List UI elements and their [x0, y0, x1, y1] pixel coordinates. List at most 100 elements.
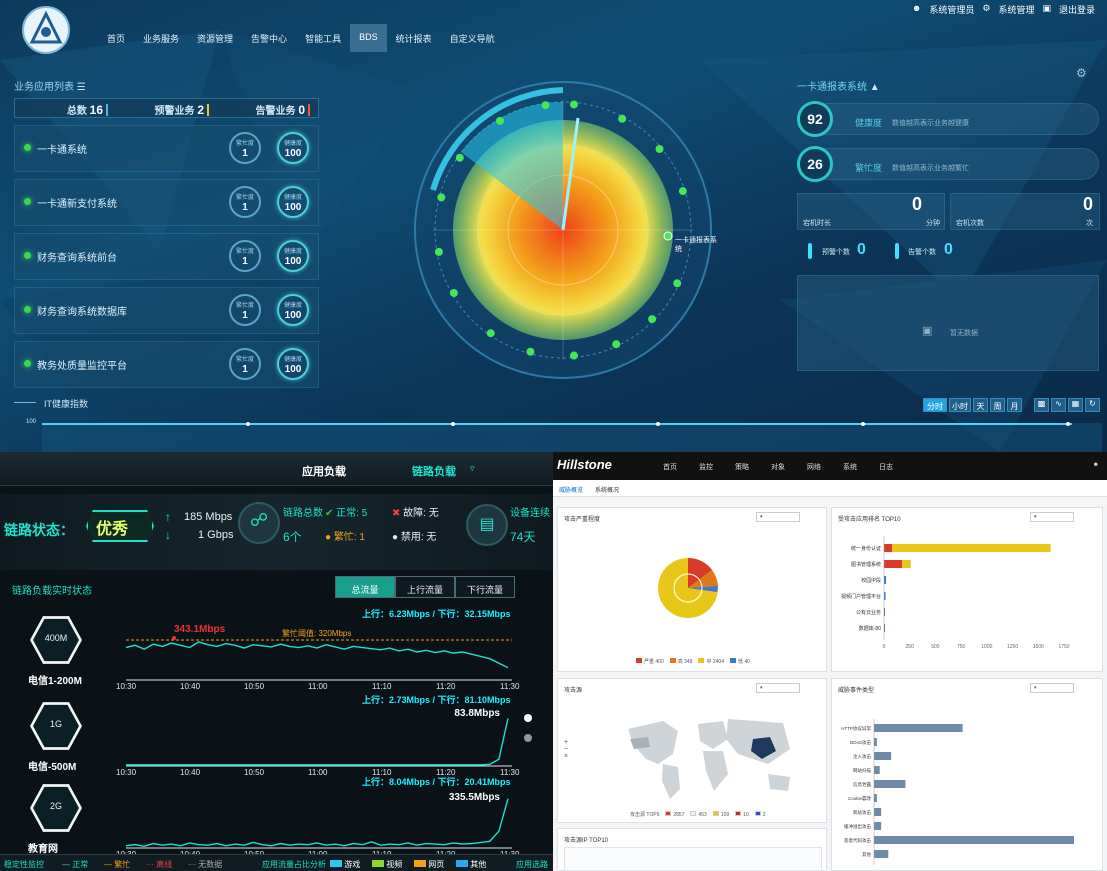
- nav-report[interactable]: 统计报表: [395, 34, 432, 44]
- radar-node[interactable]: [569, 100, 578, 109]
- it-index-title: IT健康指数: [44, 399, 88, 409]
- hs-nav-item[interactable]: 首页: [663, 464, 677, 471]
- bar-label: 图书管理系统: [851, 561, 881, 568]
- legend-item: 453: [690, 811, 707, 818]
- radar-target-dot[interactable]: [663, 231, 673, 241]
- tab-total-flow[interactable]: 总流量: [335, 576, 395, 598]
- x-tick: 10:30: [116, 768, 137, 777]
- time-button[interactable]: 月: [1007, 398, 1022, 412]
- system-row[interactable]: 财务查询系统前台 繁忙度 1 健康度 100: [14, 233, 319, 280]
- total-cell[interactable]: 总数 16: [15, 99, 116, 117]
- system-name: 财务查询系统数据库: [37, 307, 127, 318]
- hs-header: Hillstone 首页 监控 策略 对象 网络 系统 日志 ☻: [553, 452, 1107, 480]
- fault-stat: ✖ 故障: 无: [392, 508, 439, 519]
- radar-node[interactable]: [618, 114, 627, 123]
- system-row[interactable]: 教务处质量监控平台 繁忙度 1 健康度 100: [14, 341, 319, 388]
- system-row[interactable]: 一卡通系统 繁忙度 1 健康度 100: [14, 125, 319, 172]
- bar-label: 注入攻击: [853, 753, 871, 760]
- radar-node[interactable]: [673, 279, 682, 288]
- radar-node[interactable]: [526, 347, 535, 356]
- calendar-icon[interactable]: ▦: [1068, 398, 1083, 412]
- link-chart-row: 2G 教育网 上行：8.04Mbps / 下行：20.41Mbps 335.5Mb…: [0, 772, 553, 855]
- zoom-controls[interactable]: + − ×: [564, 739, 569, 760]
- radar-node[interactable]: [569, 351, 578, 360]
- tab-threat-overview[interactable]: 威胁概览: [559, 488, 584, 494]
- busy-desc: 数值越高表示业务越繁忙: [892, 165, 969, 172]
- legend-dot[interactable]: [524, 734, 532, 742]
- refresh-icon[interactable]: ↻: [1085, 398, 1100, 412]
- bar: [874, 808, 882, 816]
- hs-nav-item[interactable]: 监控: [699, 464, 713, 471]
- bar-chart-icon[interactable]: ▩: [1034, 398, 1049, 412]
- line-chart-icon[interactable]: ∿: [1051, 398, 1066, 412]
- radar-node[interactable]: [655, 145, 664, 154]
- bar: [874, 780, 906, 788]
- warn-cell[interactable]: 预警业务 2: [116, 99, 217, 117]
- chevron-down-icon[interactable]: ▿: [470, 463, 475, 473]
- x-tick: 10:30: [116, 682, 137, 691]
- radar-node[interactable]: [486, 329, 495, 338]
- tab-link-load[interactable]: 链路负载: [412, 466, 456, 478]
- time-button[interactable]: 周: [990, 398, 1005, 412]
- settings-icon[interactable]: ⚙: [1076, 66, 1087, 80]
- hs-nav-item[interactable]: 日志: [879, 464, 893, 471]
- alarm-cell[interactable]: 告警业务 0: [217, 99, 318, 117]
- axis-tick: 0: [883, 644, 886, 650]
- bar: [884, 592, 886, 600]
- system-row[interactable]: 一卡通新支付系统 繁忙度 1 健康度 100: [14, 179, 319, 226]
- radar-node[interactable]: [541, 101, 550, 110]
- hs-nav-item[interactable]: 网络: [807, 464, 821, 471]
- hs-nav-item[interactable]: 对象: [771, 464, 785, 471]
- time-button[interactable]: 分时: [923, 398, 947, 412]
- radar-node[interactable]: [496, 116, 504, 125]
- hs-user-icon[interactable]: ☻: [1092, 462, 1099, 468]
- time-button[interactable]: 小时: [949, 398, 971, 412]
- nav-resource[interactable]: 资源管理: [197, 34, 234, 44]
- app-top10-panel: 受攻击应用排名 TOP10 ▾ 统一身份认证 图书管理系统 校园IP段 视频门户管理平…: [831, 507, 1103, 672]
- radar-node[interactable]: [434, 247, 443, 256]
- bar-label: 校园IP段: [861, 577, 881, 584]
- system-row[interactable]: 财务查询系统数据库 繁忙度 1 健康度 100: [14, 287, 319, 334]
- settings-link[interactable]: 系统管理: [998, 5, 1035, 15]
- nav-business[interactable]: 业务服务: [143, 34, 180, 44]
- radar-node[interactable]: [612, 340, 621, 349]
- radar-node[interactable]: [449, 289, 458, 297]
- bar-label: 统一身份认证: [851, 545, 881, 552]
- link-name: 教育网: [28, 844, 58, 855]
- bar-label: 视频门户管理平台: [841, 593, 881, 600]
- nav-home[interactable]: 首页: [107, 34, 126, 44]
- right-title: 一卡通报表系统 ▲: [797, 82, 880, 93]
- nav-tools[interactable]: 智能工具: [305, 34, 342, 44]
- tab-up-flow[interactable]: 上行流量: [395, 576, 455, 598]
- nav-alarm[interactable]: 告警中心: [251, 34, 288, 44]
- x-tick: 10:40: [180, 682, 201, 691]
- busy-value: 26: [797, 146, 833, 182]
- warn-count-value: 0: [857, 241, 866, 258]
- hs-nav-item[interactable]: 系统: [843, 464, 857, 471]
- x-tick: 11:00: [308, 768, 328, 777]
- tab-system-overview[interactable]: 系统概况: [595, 488, 620, 494]
- radar-node[interactable]: [455, 153, 464, 162]
- tab-app-load[interactable]: 应用负载: [302, 466, 346, 478]
- busy-card: [797, 148, 1099, 180]
- radar: 一卡通报表系统: [413, 80, 717, 380]
- nav-bds[interactable]: BDS: [350, 24, 387, 52]
- tab-down-flow[interactable]: 下行流量: [455, 576, 515, 598]
- flow-line: [126, 718, 509, 766]
- radar-node[interactable]: [437, 193, 446, 202]
- hs-nav-item[interactable]: 策略: [735, 464, 749, 471]
- bar: [884, 624, 885, 632]
- logout-link[interactable]: 退出登录: [1058, 5, 1095, 15]
- x-tick: 10:40: [180, 768, 201, 777]
- bds-dashboard: 首页 业务服务 资源管理 告警中心 智能工具 BDS 统计报表 自定义导航 ☻ 系…: [0, 0, 1107, 452]
- radar-node[interactable]: [678, 187, 687, 196]
- realtime-title: 链路负载实时状态: [12, 586, 92, 597]
- bar: [874, 752, 892, 760]
- admin-link[interactable]: 系统管理员: [929, 5, 975, 15]
- time-button[interactable]: 天: [973, 398, 988, 412]
- legend-dot[interactable]: [524, 714, 532, 722]
- radar-node[interactable]: [648, 315, 657, 324]
- nav-custom[interactable]: 自定义导航: [449, 34, 495, 44]
- legend-item: 攻击源 TOP5: [630, 812, 660, 818]
